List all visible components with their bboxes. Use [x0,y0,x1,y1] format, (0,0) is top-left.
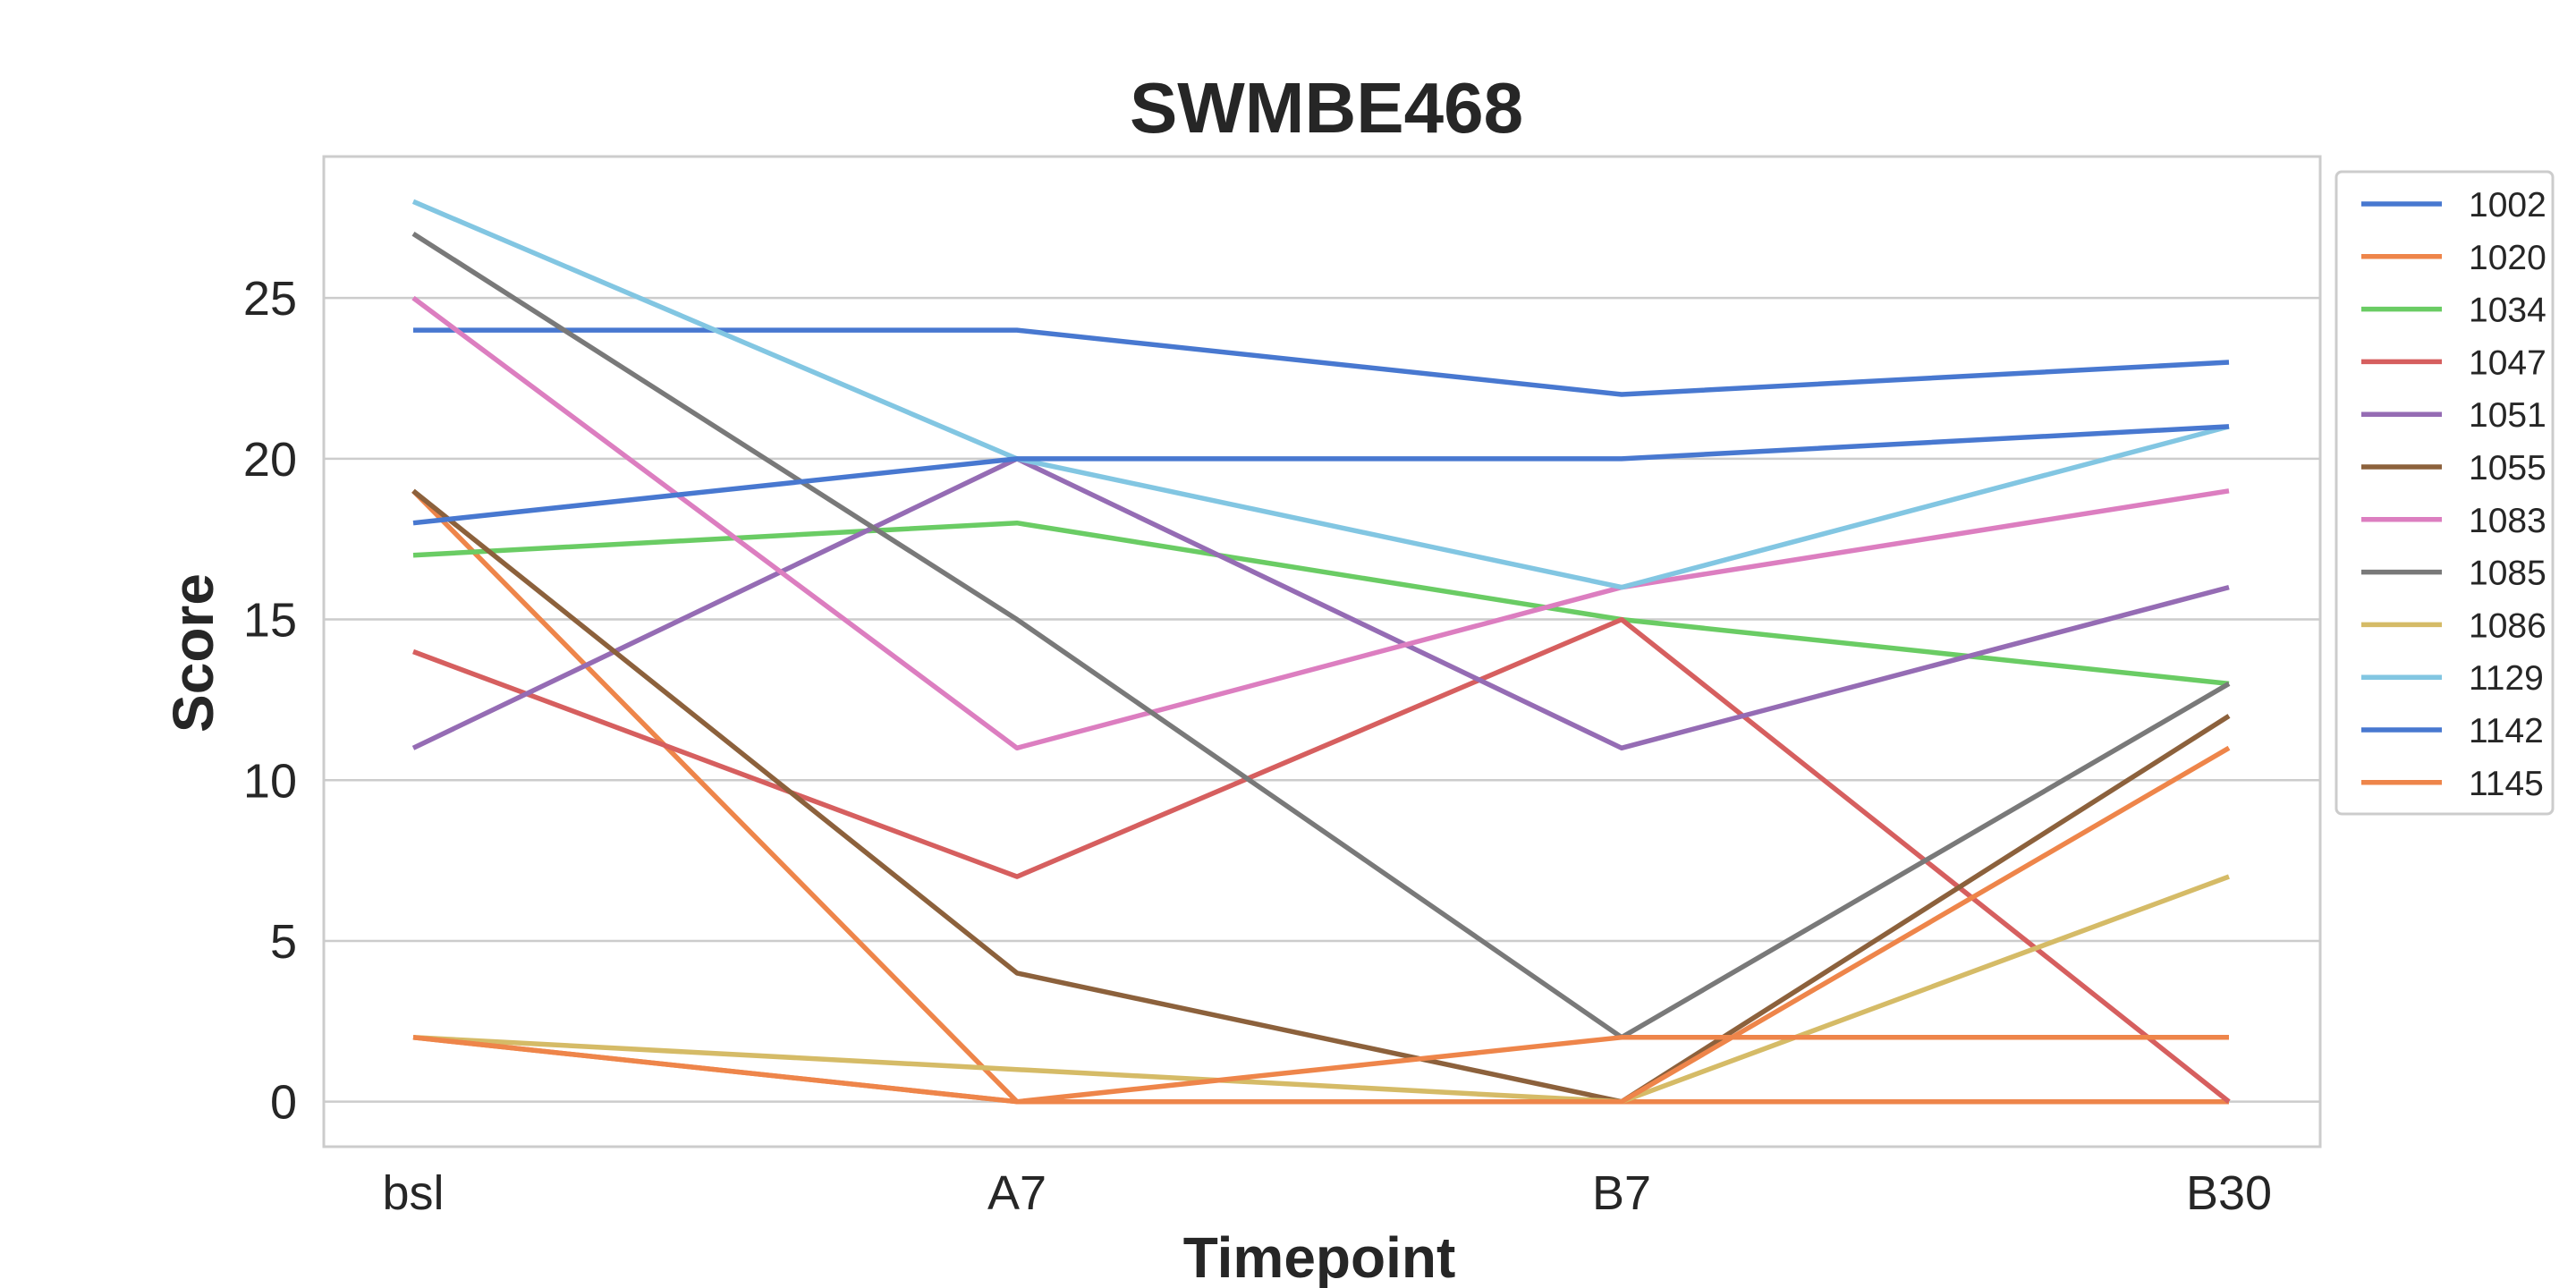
series-lines [411,199,2231,1105]
x-axis-label: Timepoint [1183,1225,1456,1288]
y-tick-label: 10 [243,754,297,808]
y-tick-label: 20 [243,433,297,487]
legend: 1002 1020 1034 1047 1051 1055 1083 1085 1086 1129… [2334,170,2555,816]
series-line-1142 [412,424,2230,526]
legend-label-1034: 1034 [2469,292,2546,330]
legend-label-1047: 1047 [2469,343,2546,382]
legend-label-1145: 1145 [2469,765,2544,803]
legend-items: 1002 1020 1034 1047 1051 1055 1083 1085 1086 1129… [2361,186,2546,803]
legend-label-1055: 1055 [2469,449,2546,487]
series-line-1085 [411,231,2231,1040]
series-line-1034 [412,520,2230,687]
x-tick-label: B7 [1592,1166,1651,1220]
series-line-1083 [411,295,2230,751]
y-tick-label: 0 [270,1076,297,1130]
legend-label-1002: 1002 [2469,186,2546,225]
y-axis-tick-labels: 0 5 10 15 20 25 [243,272,297,1130]
x-axis-tick-labels: bsl A7 B7 B30 [382,1166,2272,1220]
plot-area-frame [322,155,2322,1148]
series-line-1055 [411,488,2231,1105]
legend-label-1085: 1085 [2469,555,2546,593]
legend-label-1083: 1083 [2469,502,2546,540]
y-axis-label: Score [161,573,225,733]
y-tick-label: 15 [243,594,297,648]
legend-label-1142: 1142 [2469,712,2544,750]
x-tick-label: B30 [2186,1166,2272,1220]
series-line-1086 [412,874,2230,1105]
series-line-1051 [411,456,2230,751]
legend-label-1129: 1129 [2469,659,2544,698]
series-line-1129 [411,199,2230,590]
legend-frame [2334,170,2555,816]
x-tick-label: bsl [382,1166,444,1220]
chart-title: SWMBE468 [1130,68,1523,148]
x-tick-label: A7 [987,1166,1046,1220]
y-tick-label: 25 [243,272,297,326]
y-tick-label: 5 [270,915,297,969]
legend-label-1086: 1086 [2469,606,2546,645]
legend-label-1051: 1051 [2469,396,2546,435]
legend-label-1020: 1020 [2469,239,2546,277]
series-line-unlabeled [412,745,2231,1105]
